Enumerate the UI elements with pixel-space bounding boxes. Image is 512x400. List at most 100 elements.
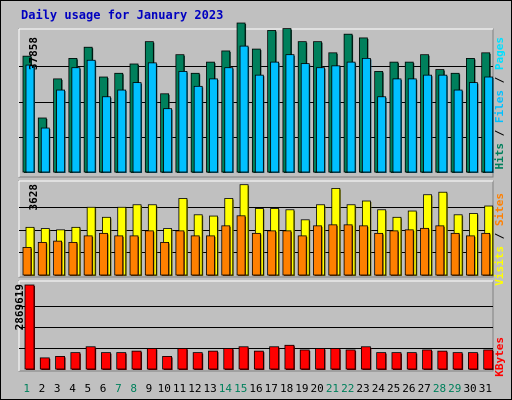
kbytes-bar-25 xyxy=(391,352,402,370)
kbytes-bar-21 xyxy=(330,348,341,370)
kbytes-bar-28 xyxy=(437,350,448,370)
visits-legend-part-0: Visits xyxy=(493,246,506,286)
day-label-8: 8 xyxy=(130,382,137,395)
files-bar-12 xyxy=(193,85,203,173)
sites-bar-1 xyxy=(22,247,32,276)
files-bar-2 xyxy=(40,127,50,173)
day-label-15: 15 xyxy=(234,382,247,395)
hits-legend-part-3: / xyxy=(493,70,506,90)
kbytes-bar-14 xyxy=(223,348,234,370)
files-bar-26 xyxy=(407,78,417,173)
day-label-26: 26 xyxy=(402,382,415,395)
files-bar-19 xyxy=(300,63,310,173)
sites-bar-14 xyxy=(221,225,231,276)
day-label-30: 30 xyxy=(463,382,476,395)
day-label-13: 13 xyxy=(204,382,217,395)
day-label-24: 24 xyxy=(372,382,386,395)
sites-bar-9 xyxy=(144,230,154,276)
hits-legend-part-0: Hits xyxy=(493,143,506,170)
sites-bar-16 xyxy=(251,232,261,276)
files-bar-18 xyxy=(285,54,295,173)
day-label-1: 1 xyxy=(23,382,30,395)
kbytes-bar-27 xyxy=(422,349,432,370)
files-bar-30 xyxy=(469,82,478,173)
sites-bar-28 xyxy=(435,225,445,276)
day-label-25: 25 xyxy=(387,382,400,395)
files-bar-25 xyxy=(392,78,402,173)
kbytes-bar-20 xyxy=(315,348,325,370)
day-label-28: 28 xyxy=(433,382,446,395)
sites-bar-27 xyxy=(420,227,429,276)
sites-bar-30 xyxy=(466,235,475,276)
kbytes-bar-30 xyxy=(468,352,478,370)
kbytes-bar-6 xyxy=(101,352,111,370)
kbytes-bar-17 xyxy=(269,346,280,370)
files-bar-7 xyxy=(117,89,127,173)
day-label-18: 18 xyxy=(280,382,293,395)
sites-bar-23 xyxy=(358,225,368,276)
sites-bar-25 xyxy=(389,230,399,276)
hits-legend-part-2: Files xyxy=(493,90,506,123)
hits-legend-part-4: Pages xyxy=(493,37,506,70)
files-bar-28 xyxy=(438,74,448,173)
kbytes-bar-22 xyxy=(345,349,356,370)
hits-legend-part-1: / xyxy=(493,123,506,143)
files-bar-31 xyxy=(484,76,494,173)
visits-ymax-label: 3628 xyxy=(27,184,40,211)
sites-bar-11 xyxy=(175,230,185,276)
day-label-17: 17 xyxy=(265,382,278,395)
day-label-3: 3 xyxy=(54,382,61,395)
kbytes-bar-1 xyxy=(24,284,35,370)
kbytes-bar-5 xyxy=(85,346,96,370)
sites-bar-8 xyxy=(129,235,139,276)
day-label-29: 29 xyxy=(448,382,461,395)
files-bar-13 xyxy=(209,78,218,173)
kbytes-bar-2 xyxy=(39,357,50,370)
files-bar-23 xyxy=(361,58,371,173)
kbytes-bar-4 xyxy=(70,352,81,370)
files-bar-20 xyxy=(316,67,325,173)
kbytes-bar-8 xyxy=(131,350,142,370)
day-label-20: 20 xyxy=(311,382,324,395)
files-bar-29 xyxy=(453,89,463,173)
visits-legend: Visits / Sites xyxy=(493,193,506,286)
files-bar-6 xyxy=(102,96,111,173)
files-bar-8 xyxy=(132,82,142,173)
sites-bar-20 xyxy=(313,225,322,276)
day-label-21: 21 xyxy=(326,382,339,395)
sites-bar-5 xyxy=(83,235,93,276)
sites-bar-24 xyxy=(374,232,384,276)
day-label-12: 12 xyxy=(188,382,201,395)
sites-bar-7 xyxy=(114,235,124,276)
kbytes-bar-24 xyxy=(376,352,387,370)
files-bar-3 xyxy=(56,89,65,173)
kbytes-bar-3 xyxy=(55,356,65,370)
day-label-6: 6 xyxy=(100,382,107,395)
sites-bar-21 xyxy=(328,224,338,276)
kbytes-bar-29 xyxy=(452,352,463,370)
day-label-31: 31 xyxy=(479,382,492,395)
sites-bar-10 xyxy=(160,241,170,276)
files-bar-15 xyxy=(239,45,249,173)
sites-bar-29 xyxy=(450,232,460,276)
day-label-22: 22 xyxy=(341,382,354,395)
day-label-14: 14 xyxy=(219,382,233,395)
sites-bar-3 xyxy=(53,240,62,276)
day-label-2: 2 xyxy=(39,382,46,395)
sites-bar-18 xyxy=(282,230,292,276)
sites-bar-26 xyxy=(404,229,414,276)
files-bar-22 xyxy=(346,61,356,173)
files-bar-1 xyxy=(25,64,35,173)
day-label-23: 23 xyxy=(356,382,369,395)
files-bar-24 xyxy=(377,96,387,173)
day-label-27: 27 xyxy=(418,382,431,395)
kbytes-bar-9 xyxy=(146,348,157,370)
kbytes-bar-7 xyxy=(116,352,127,370)
sites-bar-15 xyxy=(236,215,246,276)
files-bar-21 xyxy=(331,65,341,173)
hits-ymax-label: 37858 xyxy=(27,37,40,70)
visits-legend-part-1: / xyxy=(493,226,506,246)
sites-bar-2 xyxy=(37,241,47,276)
